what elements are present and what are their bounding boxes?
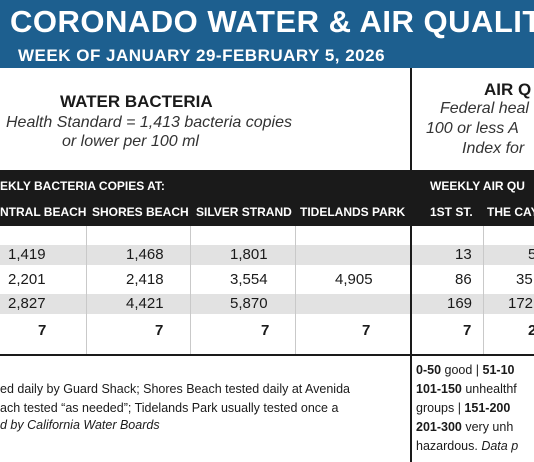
water-footnote-line1: ed daily by Guard Shack; Shores Beach te… [0,382,350,396]
aqi-range-moderate: 51-10 [482,363,515,377]
water-cell-r2c2: 2,418 [126,271,164,288]
section-divider [410,68,412,462]
air-row-shade-1 [412,245,534,265]
water-col-sep-2 [190,226,191,354]
water-col-shores-beach: SHORES BEACH [92,205,189,219]
water-footnote-line2: ach tested “as needed”; Tidelands Park u… [0,401,339,415]
air-data-source: Data p [481,439,519,453]
water-cell-r1c3: 1,801 [230,246,268,263]
table-bottom-rule [0,354,534,356]
water-col-tidelands-park: TIDELANDS PARK [300,205,406,219]
water-cell-r4c4: 7 [362,322,371,339]
water-header-bar: EKLY BACTERIA COPIES AT: NTRAL BEACH SHO… [0,170,410,226]
aqi-label-hazardous: hazardous. [416,439,482,453]
water-col-sep-3 [295,226,296,354]
air-standard-line1: Federal heal [440,100,529,117]
water-bar-label: EKLY BACTERIA COPIES AT: [0,179,165,193]
aqi-label-groups: groups | [416,401,465,415]
water-col-sep-1 [86,226,87,354]
aqi-range-good: 0-50 [416,363,442,377]
air-col-the-cay: THE CAY [487,205,534,219]
water-col-central-beach: NTRAL BEACH [0,205,87,219]
air-cell-r3c2: 172 [508,295,534,312]
water-cell-r1c1: 1,419 [8,246,46,263]
water-cell-r3c3: 5,870 [230,295,268,312]
air-cell-r1c1: 13 [455,246,472,263]
water-row-shade-1 [0,245,410,265]
page-title: CORONADO WATER & AIR QUALITY R [10,4,534,39]
air-legend-line5: hazardous. Data p [416,437,518,456]
air-cell-r3c1: 169 [447,295,473,312]
air-legend-line4: 201-300 very unh [416,418,513,437]
aqi-range-very-unhealthy: 201-300 [416,420,462,434]
air-cell-r1c2: 5 [528,246,534,263]
aqi-label-sensitive: unhealthf [461,382,517,396]
aqi-label-very-unhealthy: very unh [461,420,514,434]
air-row-shade-3 [412,294,534,314]
air-section-title: AIR Q [484,80,532,99]
water-cell-r4c2: 7 [155,322,164,339]
aqi-label-good: good | [441,363,483,377]
water-cell-r3c2: 4,421 [126,295,164,312]
air-header-bar: WEEKLY AIR QU 1ST ST. THE CAY [412,170,534,226]
water-row-shade-3 [0,294,410,314]
air-cell-r2c2: 35 [516,271,533,288]
air-cell-r2c1: 86 [455,271,472,288]
air-legend-line3: groups | 151-200 [416,399,510,418]
aqi-range-sensitive: 101-150 [416,382,462,396]
water-cell-r2c3: 3,554 [230,271,268,288]
water-cell-r2c4: 4,905 [335,271,373,288]
title-band: CORONADO WATER & AIR QUALITY R WEEK OF J… [0,0,534,68]
air-legend-line1: 0-50 good | 51-10 [416,361,515,380]
air-col-1st-st: 1ST ST. [430,205,473,219]
air-cell-r4c1: 7 [463,322,472,339]
air-col-sep-1 [483,226,484,354]
page-subtitle: WEEK OF JANUARY 29-FEBRUARY 5, 2026 [18,46,386,65]
air-standard-line3: Index for [462,140,525,157]
water-standard-line1: Health Standard = 1,413 bacteria copies [6,114,292,131]
water-cell-r2c1: 2,201 [8,271,46,288]
water-section-title: WATER BACTERIA [60,92,213,111]
water-standard-line2: or lower per 100 ml [62,133,199,150]
aqi-range-unhealthy: 151-200 [464,401,511,415]
water-cell-r3c1: 2,827 [8,295,46,312]
water-cell-r4c1: 7 [38,322,47,339]
air-cell-r4c2: 2 [528,322,534,339]
water-cell-r1c2: 1,468 [126,246,164,263]
air-bar-label: WEEKLY AIR QU [430,179,525,193]
air-standard-line2: 100 or less A [426,120,519,137]
water-cell-r4c3: 7 [261,322,270,339]
water-col-silver-strand: SILVER STRAND [196,205,292,219]
air-legend-line2: 101-150 unhealthf [416,380,517,399]
water-footnote-line3: d by California Water Boards [0,418,160,432]
